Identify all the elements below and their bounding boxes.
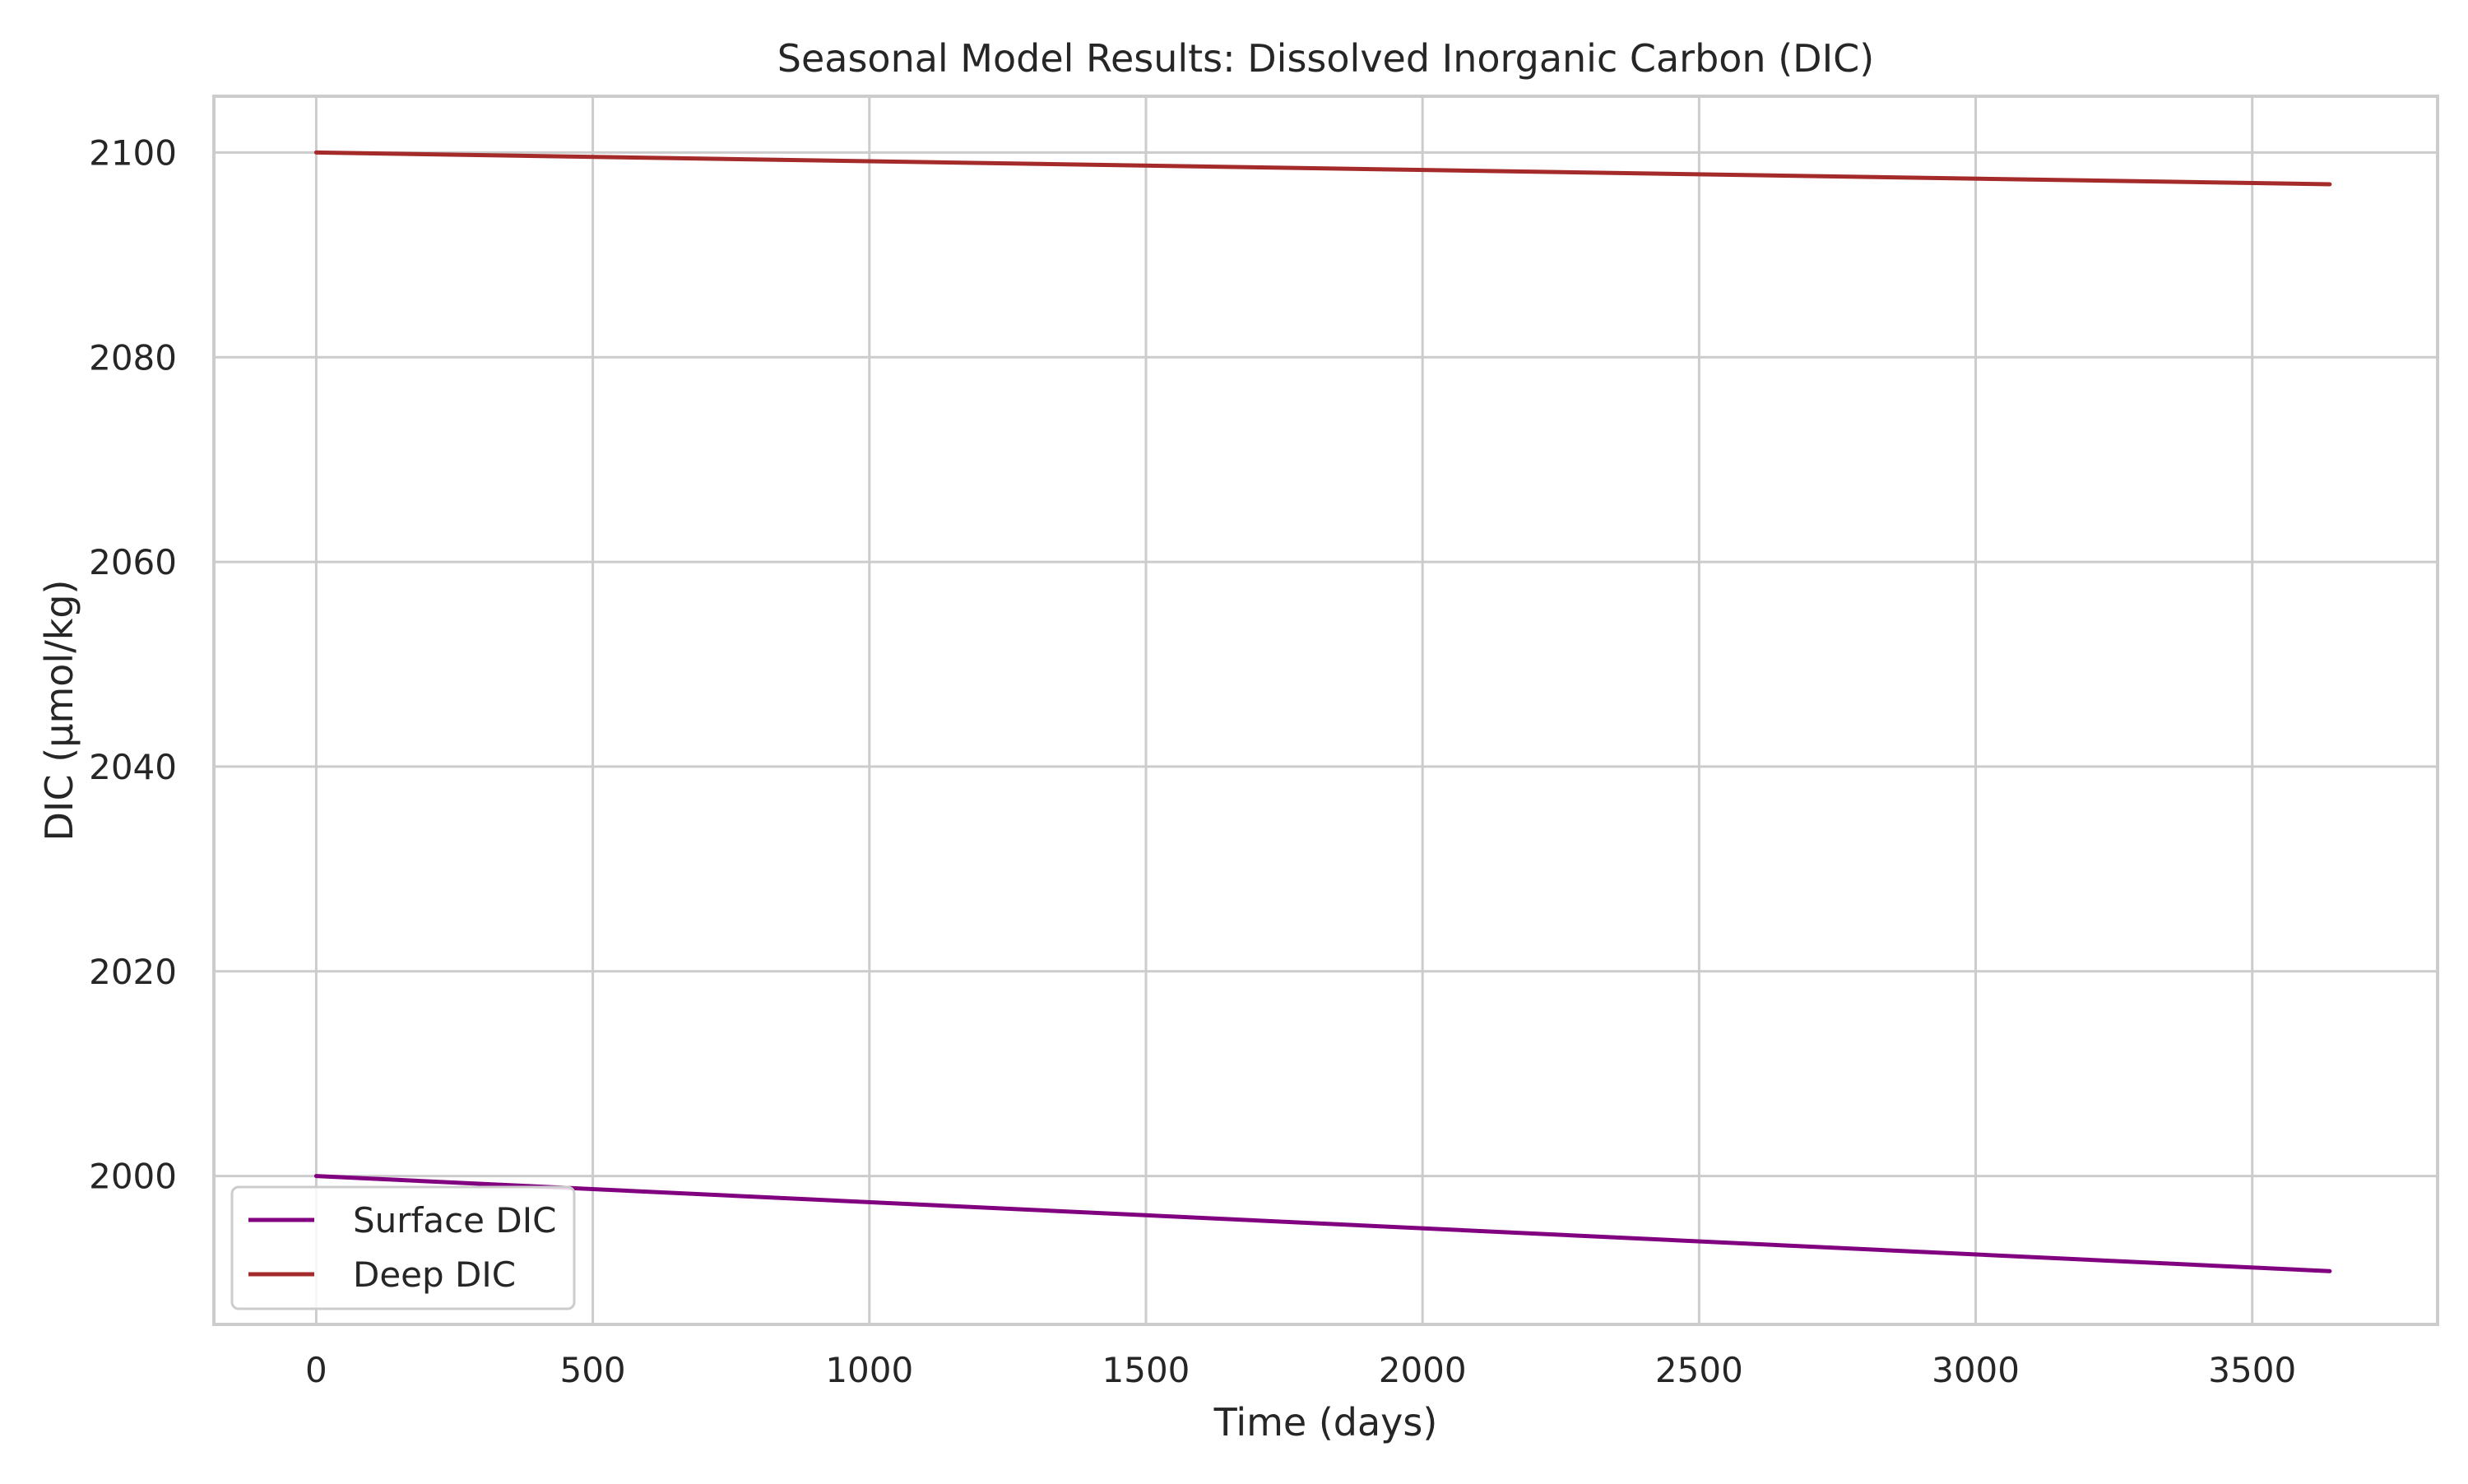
- tick-labels: 0 500 1000 1500 2000 2500 3000 3500 2000 2020 2040…: [89, 132, 2296, 1390]
- x-tick-label: 2000: [1379, 1350, 1467, 1390]
- x-axis-label: Time (days): [1213, 1400, 1438, 1445]
- legend-label: Surface DIC: [353, 1200, 556, 1241]
- y-tick-label: 2000: [89, 1157, 177, 1197]
- y-tick-label: 2020: [89, 952, 177, 992]
- series-line-surface-dic: [313, 1174, 2332, 1273]
- chart-title: Seasonal Model Results: Dissolved Inorga…: [777, 36, 1874, 81]
- y-tick-label: 2040: [89, 747, 177, 787]
- legend-label: Deep DIC: [353, 1254, 516, 1295]
- x-tick-label: 1500: [1102, 1350, 1190, 1390]
- y-tick-label: 2060: [89, 542, 177, 582]
- x-tick-label: 2500: [1655, 1350, 1743, 1390]
- legend: Surface DIC Deep DIC: [230, 1185, 576, 1310]
- plot-frame: [212, 95, 2439, 1326]
- y-tick-label: 2100: [89, 132, 177, 173]
- x-tick-label: 3000: [1932, 1350, 2020, 1390]
- x-tick-label: 500: [559, 1350, 625, 1390]
- grid: [214, 96, 2438, 1324]
- x-tick-label: 1000: [825, 1350, 913, 1390]
- y-tick-label: 2080: [89, 337, 177, 378]
- x-tick-label: 0: [305, 1350, 327, 1390]
- series-line-deep-dic: [313, 150, 2332, 187]
- legend-frame: [230, 1185, 576, 1310]
- y-axis-label: DIC (µmol/kg): [37, 580, 81, 842]
- x-tick-label: 3500: [2208, 1350, 2296, 1390]
- series-layer: [313, 150, 2332, 1273]
